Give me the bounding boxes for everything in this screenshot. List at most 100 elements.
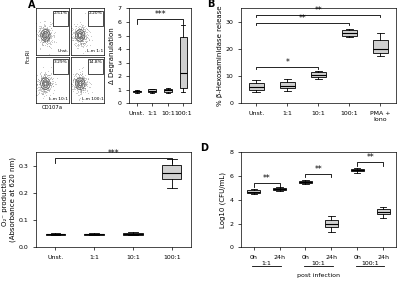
Point <box>42 70 48 75</box>
Point <box>82 82 88 87</box>
Point <box>42 76 49 80</box>
Point <box>89 37 96 42</box>
PathPatch shape <box>280 82 295 88</box>
Point <box>38 76 44 80</box>
Point <box>77 38 83 42</box>
Bar <box>88 59 103 74</box>
Point <box>72 87 79 91</box>
Point <box>43 36 49 40</box>
Point <box>79 33 85 37</box>
Point <box>74 31 80 35</box>
Point <box>71 36 77 40</box>
Point <box>76 35 82 39</box>
Y-axis label: Δ Degranulation: Δ Degranulation <box>109 28 115 84</box>
Point <box>75 76 81 80</box>
Point <box>78 34 84 39</box>
Text: ***: *** <box>108 149 119 158</box>
Point <box>71 73 77 78</box>
Point <box>43 75 49 79</box>
Point <box>39 37 46 41</box>
Point <box>48 26 54 30</box>
Point <box>82 33 89 37</box>
Point <box>46 32 52 37</box>
Point <box>78 75 85 79</box>
Point <box>44 27 51 31</box>
Point <box>80 42 86 46</box>
Point <box>38 33 44 37</box>
Point <box>47 86 54 90</box>
Point <box>83 83 89 88</box>
Point <box>50 81 56 85</box>
Point <box>74 85 80 90</box>
Point <box>47 36 53 40</box>
Point <box>76 30 82 34</box>
Point <box>37 20 43 25</box>
Point <box>37 85 43 90</box>
Point <box>72 78 78 82</box>
Point <box>39 92 46 96</box>
Point <box>45 79 52 84</box>
Point <box>38 85 44 89</box>
Point <box>44 34 51 38</box>
Point <box>43 74 49 79</box>
Point <box>71 42 78 47</box>
Point <box>82 35 89 40</box>
Point <box>76 86 82 90</box>
Point <box>40 23 47 28</box>
Point <box>74 81 81 85</box>
Point <box>75 28 82 32</box>
Point <box>82 83 88 88</box>
Point <box>45 85 52 90</box>
Point <box>52 81 59 86</box>
Point <box>47 80 54 84</box>
Point <box>79 79 85 83</box>
Point <box>80 81 87 85</box>
Point <box>40 31 47 36</box>
Point <box>34 83 40 88</box>
Point <box>38 73 44 77</box>
Point <box>85 77 92 81</box>
Point <box>41 80 47 85</box>
Point <box>73 74 79 78</box>
Point <box>42 26 49 31</box>
Point <box>74 37 80 42</box>
Point <box>45 33 52 37</box>
Point <box>71 84 78 88</box>
Point <box>77 40 83 44</box>
Point <box>42 36 48 40</box>
Point <box>82 40 89 45</box>
Point <box>40 31 46 35</box>
Point <box>46 38 52 42</box>
Point <box>40 32 46 37</box>
Point <box>79 39 85 44</box>
Point <box>46 37 52 42</box>
Point <box>49 81 56 86</box>
Point <box>78 98 85 103</box>
Point <box>79 85 86 89</box>
Point <box>41 89 47 93</box>
Point <box>69 28 76 33</box>
Point <box>72 44 79 48</box>
Point <box>74 83 80 88</box>
Point <box>39 76 45 81</box>
Point <box>79 72 85 76</box>
Point <box>46 29 52 34</box>
Point <box>78 31 85 36</box>
Point <box>45 35 52 40</box>
Point <box>76 26 83 30</box>
Point <box>48 33 54 37</box>
Point <box>39 43 45 47</box>
Point <box>86 80 93 85</box>
Point <box>47 20 53 25</box>
Point <box>40 76 47 80</box>
Point <box>39 64 46 69</box>
Point <box>78 72 85 77</box>
Point <box>41 39 48 43</box>
Point <box>79 34 85 38</box>
Point <box>44 34 50 39</box>
Point <box>72 28 78 32</box>
Point <box>48 81 54 85</box>
Point <box>35 78 42 82</box>
Point <box>84 30 90 34</box>
Point <box>38 89 45 93</box>
